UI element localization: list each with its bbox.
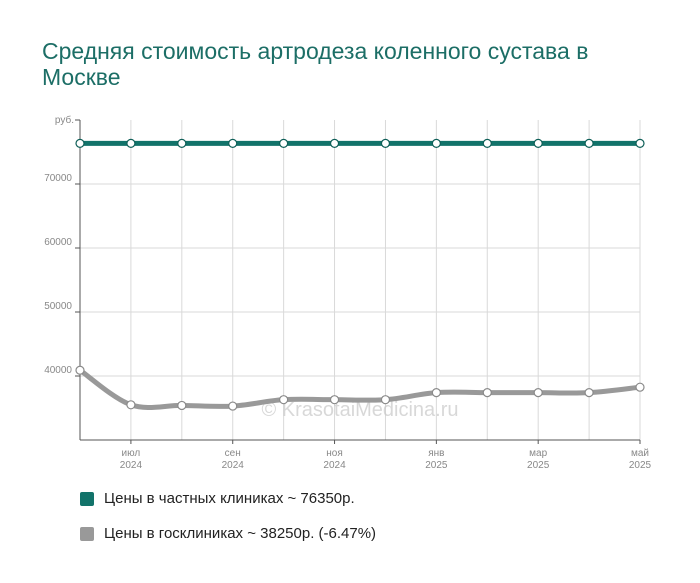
x-tick-label-month: июл [122,448,141,459]
x-tick-label-year: 2024 [120,460,143,471]
data-point-private [329,138,340,148]
legend-label-public: Цены в госклиниках ~ 38250р. (-6.47%) [104,525,377,542]
data-point-private [380,138,391,148]
data-point-private [126,138,136,148]
data-point-private [533,138,543,148]
data-point-public [279,395,289,405]
data-point-private [635,138,645,148]
data-point-public [482,388,492,398]
data-point-private [177,138,187,148]
x-tick-label-year: 2025 [629,460,652,471]
data-point-private [482,138,492,148]
x-tick-label-month: ноя [326,448,343,459]
data-point-public [126,400,136,410]
data-point-private [75,138,85,148]
x-tick-label-year: 2024 [222,460,245,471]
x-tick-label-year: 2025 [425,460,448,471]
data-point-public [584,388,594,398]
data-point-private [228,138,238,148]
legend-swatch-private [80,491,94,506]
data-point-public [635,382,645,392]
y-tick-label: 50000 [44,301,72,312]
y-tick-label: 40000 [44,365,72,376]
data-point-public [329,395,340,405]
legend-label-private: Цены в частных клиниках ~ 76350р. [104,490,355,507]
x-tick-label-month: мар [529,448,547,459]
x-tick-label-month: май [631,448,649,459]
x-tick-label-month: сен [225,448,241,459]
y-axis-unit-label: руб. [55,114,74,126]
legend-item-private[interactable]: Цены в частных клиниках ~ 76350р. [80,490,355,507]
data-point-public [228,401,238,411]
data-point-public [75,365,85,375]
data-point-private [279,138,289,148]
data-point-public [431,388,441,398]
y-tick-label: 60000 [44,237,72,248]
data-point-private [584,138,594,148]
chart-title: Средняя стоимость артродеза коленного су… [42,38,589,90]
data-point-public [177,400,187,411]
legend-swatch-public [80,526,94,541]
x-tick-label-year: 2025 [527,460,550,471]
y-tick-label: 70000 [44,173,72,184]
x-tick-label-month: янв [428,448,444,459]
watermark: © KrasotaiMedicina.ru [261,399,458,421]
data-point-public [533,388,543,398]
data-point-public [380,395,391,405]
x-tick-label-year: 2024 [323,460,346,471]
legend-item-public[interactable]: Цены в госклиниках ~ 38250р. (-6.47%) [80,525,376,542]
data-point-private [431,138,441,148]
